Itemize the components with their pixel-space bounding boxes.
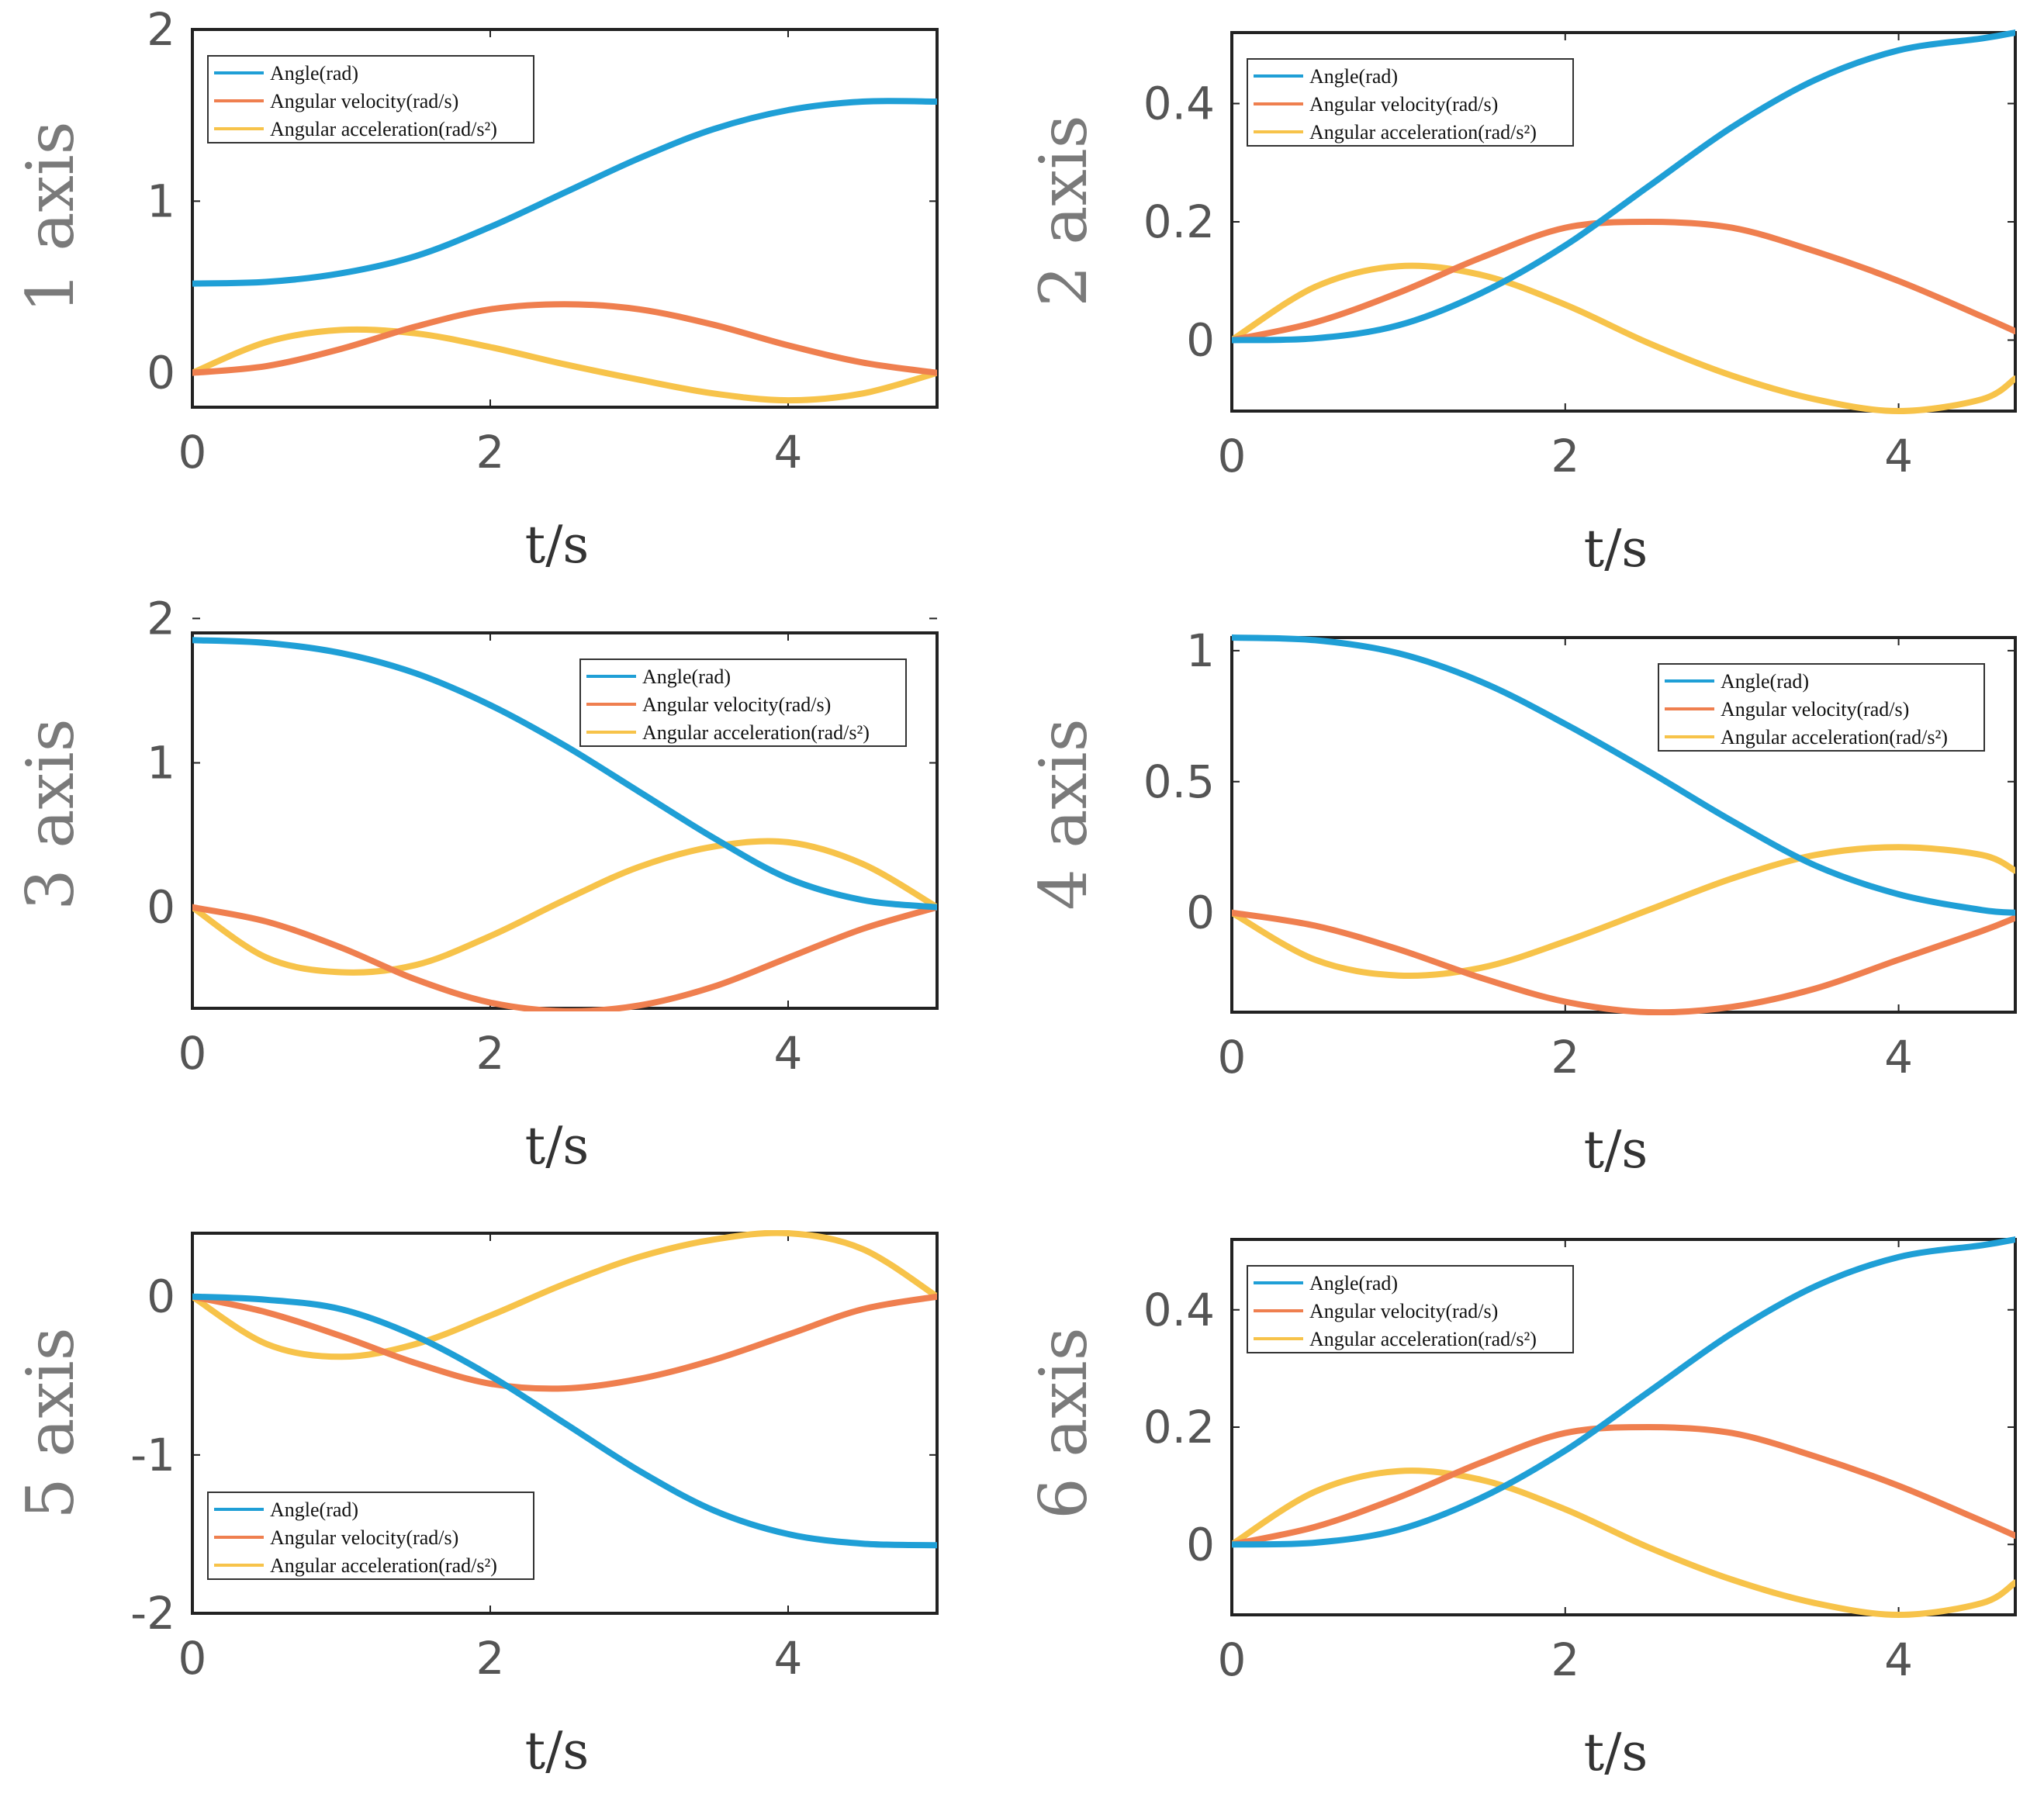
y-tick-label: 1	[147, 737, 175, 790]
x-tick-label: 0	[178, 1027, 207, 1080]
x-axis-label: t/s	[525, 1721, 590, 1781]
legend-label-velocity: Angular velocity(rad/s)	[270, 1526, 458, 1549]
x-axis-label: t/s	[1584, 519, 1648, 579]
legend-label-acceleration: Angular acceleration(rad/s²)	[642, 721, 870, 744]
series-line-acceleration	[1232, 1467, 2015, 1618]
chart-panel-4: 0 2 4 0 0.5 1 Angle(rad) Angular velocity(rad/s…	[1025, 624, 2017, 1180]
y-tick-label: -2	[130, 1587, 175, 1640]
x-tick-label: 4	[774, 1632, 803, 1685]
series-line-angle	[1232, 1236, 2015, 1548]
series-line-acceleration	[192, 326, 937, 404]
y-axis-label: 3 axis	[12, 718, 88, 911]
series-line-velocity	[1232, 909, 2015, 1015]
series-line-angle	[192, 98, 937, 287]
y-tick-label: 0.5	[1143, 755, 1215, 808]
legend: Angle(rad) Angular velocity(rad/s) Angular…	[579, 658, 907, 747]
series-line-velocity	[1232, 219, 2015, 344]
series-line-velocity	[192, 1293, 937, 1392]
legend-label-angle: Angle(rad)	[270, 1498, 358, 1521]
y-tick-label: 0	[147, 1270, 175, 1323]
y-axis-label: 1 axis	[12, 121, 88, 313]
legend-label-acceleration: Angular acceleration(rad/s²)	[1309, 1328, 1537, 1350]
series-line-angle	[192, 1293, 937, 1549]
y-tick-label: 1	[147, 175, 175, 227]
x-axis-label: t/s	[525, 1116, 590, 1176]
x-tick-label: 2	[1551, 1031, 1579, 1084]
y-tick-label: 0.2	[1143, 195, 1215, 248]
legend-label-acceleration: Angular acceleration(rad/s²)	[270, 1554, 497, 1577]
legend-label-angle: Angle(rad)	[270, 62, 358, 85]
series-line-acceleration	[1232, 844, 2015, 980]
x-tick-label: 0	[1218, 1031, 1247, 1084]
series-line-angle	[192, 637, 937, 911]
x-tick-label: 2	[1551, 430, 1579, 482]
x-axis-label: t/s	[525, 515, 590, 575]
series-line-angle	[1232, 29, 2015, 344]
legend: Angle(rad) Angular velocity(rad/s) Angular…	[207, 55, 534, 143]
legend-label-angle: Angle(rad)	[1721, 670, 1809, 693]
y-tick-label: 0	[1186, 314, 1215, 367]
series-line-angle	[1232, 634, 2015, 916]
y-axis-label: 4 axis	[1025, 718, 1102, 911]
x-tick-label: 0	[1218, 430, 1247, 482]
y-axis-label: 2 axis	[1025, 115, 1102, 307]
series-line-velocity	[192, 301, 937, 376]
chart-panel-6: 0 2 4 0 0.2 0.4 Angle(rad) Angular velocity(rad…	[1025, 1236, 2017, 1782]
legend-label-acceleration: Angular acceleration(rad/s²)	[1309, 121, 1537, 143]
x-tick-label: 2	[476, 1632, 505, 1685]
chart-panel-2: 0 2 4 0 0.2 0.4 Angle(rad) Angular velocity(rad…	[1025, 29, 2017, 579]
legend-label-velocity: Angular velocity(rad/s)	[1309, 93, 1498, 116]
legend-label-angle: Angle(rad)	[642, 665, 731, 688]
x-tick-label: 0	[1218, 1633, 1247, 1686]
y-tick-label: 0.2	[1143, 1401, 1215, 1454]
y-axis-label: 5 axis	[12, 1327, 88, 1519]
x-tick-label: 4	[1884, 1633, 1913, 1686]
x-tick-label: 2	[1551, 1633, 1579, 1686]
y-tick-label: 0.4	[1143, 78, 1215, 130]
x-tick-label: 4	[1884, 430, 1913, 482]
series-line-acceleration	[192, 838, 937, 976]
x-tick-label: 2	[476, 426, 505, 479]
legend-label-velocity: Angular velocity(rad/s)	[642, 693, 831, 716]
series-line-acceleration	[1232, 262, 2015, 414]
legend-label-velocity: Angular velocity(rad/s)	[1309, 1300, 1498, 1322]
y-tick-label: 0	[1186, 1518, 1215, 1571]
y-tick-label: 0	[147, 347, 175, 399]
y-tick-label: 0	[147, 881, 175, 934]
legend-label-velocity: Angular velocity(rad/s)	[270, 90, 458, 112]
x-axis-label: t/s	[1584, 1120, 1648, 1180]
y-tick-label: 0	[1186, 887, 1215, 939]
legend: Angle(rad) Angular velocity(rad/s) Angular…	[1247, 1265, 1574, 1353]
series-line-acceleration	[192, 1230, 937, 1360]
y-tick-label: 1	[1186, 624, 1215, 677]
x-tick-label: 2	[476, 1027, 505, 1080]
legend-label-acceleration: Angular acceleration(rad/s²)	[1721, 726, 1948, 748]
x-axis-label: t/s	[1584, 1723, 1648, 1782]
x-tick-label: 4	[774, 1027, 803, 1080]
legend: Angle(rad) Angular velocity(rad/s) Angular…	[207, 1492, 534, 1580]
legend-label-angle: Angle(rad)	[1309, 65, 1398, 88]
x-tick-label: 4	[774, 426, 803, 479]
series-line-velocity	[192, 904, 937, 1011]
legend-label-acceleration: Angular acceleration(rad/s²)	[270, 118, 497, 140]
y-tick-label: 2	[147, 3, 175, 56]
y-tick-label: 0.4	[1143, 1284, 1215, 1336]
legend-label-angle: Angle(rad)	[1309, 1272, 1398, 1295]
series-line-velocity	[1232, 1424, 2015, 1548]
legend: Angle(rad) Angular velocity(rad/s) Angular…	[1247, 58, 1574, 147]
chart-panel-5: 0 2 4 -2 -1 0 Angle(rad) Angular velocity(rad/s…	[12, 1230, 939, 1781]
x-tick-label: 4	[1884, 1031, 1913, 1084]
y-tick-label: 2	[147, 592, 175, 645]
x-tick-label: 0	[178, 426, 207, 479]
y-axis-label: 6 axis	[1025, 1327, 1102, 1519]
legend-label-velocity: Angular velocity(rad/s)	[1721, 698, 1909, 721]
x-tick-label: 0	[178, 1632, 207, 1685]
legend: Angle(rad) Angular velocity(rad/s) Angular…	[1658, 663, 1985, 752]
y-tick-label: -1	[130, 1429, 175, 1481]
